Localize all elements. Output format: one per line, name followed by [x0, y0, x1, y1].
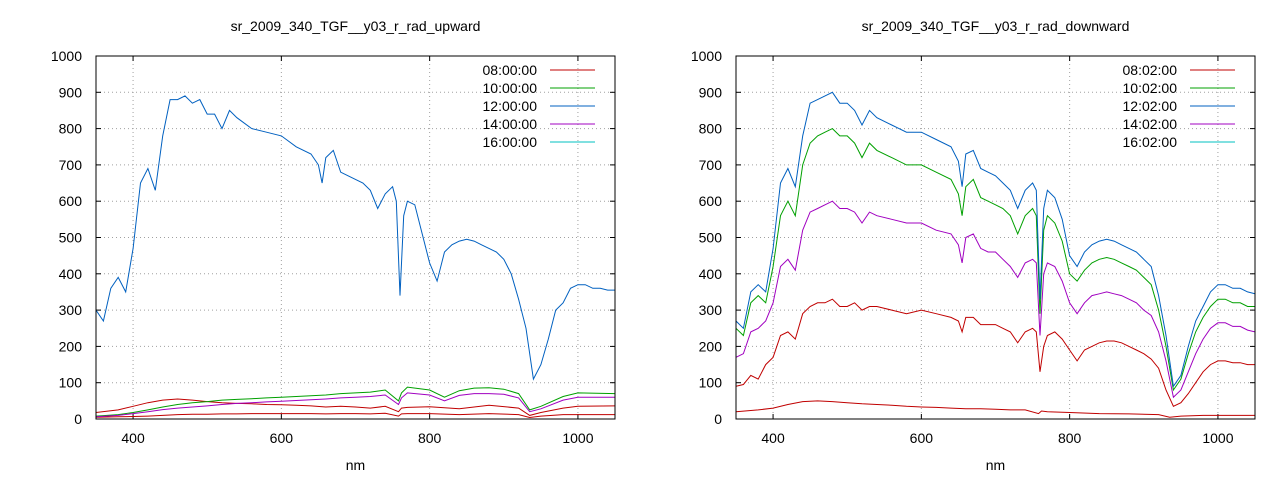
legend-label: 12:02:00: [1123, 98, 1178, 114]
legend-label: 08:02:00: [1123, 62, 1178, 78]
plot-frame: [735, 55, 1256, 420]
series-line-4: [736, 200, 1255, 399]
y-tick-label: 1000: [51, 48, 82, 64]
legend-label: 08:00:00: [483, 62, 538, 78]
y-tick-label: 400: [59, 266, 83, 282]
series-line-1: [96, 398, 615, 416]
y-tick-label: 300: [699, 302, 723, 318]
x-tick-label: 600: [270, 430, 294, 446]
y-tick-label: 300: [59, 302, 83, 318]
y-tick-label: 900: [59, 84, 83, 100]
legend-label: 14:00:00: [483, 116, 538, 132]
legend-label: 16:02:00: [1123, 134, 1178, 150]
legend-label: 10:02:00: [1123, 80, 1178, 96]
series-line-3: [96, 95, 615, 381]
y-tick-label: 800: [699, 121, 723, 137]
y-tick-label: 200: [699, 338, 723, 354]
y-tick-label: 1000: [691, 48, 722, 64]
x-tick-label: 400: [761, 430, 785, 446]
series-line-3: [736, 91, 1255, 388]
x-axis-label: nm: [986, 457, 1005, 473]
y-tick-label: 700: [699, 157, 723, 173]
y-tick-label: 700: [59, 157, 83, 173]
x-tick-label: 600: [910, 430, 934, 446]
series-line-0: [96, 412, 615, 419]
plot-frame: [95, 55, 616, 420]
legend-label: 12:00:00: [483, 98, 538, 114]
y-tick-label: 0: [74, 411, 82, 427]
series-line-0: [736, 400, 1255, 418]
x-tick-label: 1000: [1202, 430, 1233, 446]
x-tick-label: 800: [1058, 430, 1082, 446]
chart-panel-2: sr_2009_340_TGF__y03_r_rad_downward 0 100 2…: [691, 18, 1256, 473]
series-line-2: [96, 386, 615, 417]
y-tick-label: 200: [59, 338, 83, 354]
legend-label: 16:00:00: [483, 134, 538, 150]
y-tick-label: 500: [699, 230, 723, 246]
y-tick-label: 900: [699, 84, 723, 100]
series-line-2: [736, 127, 1255, 392]
chart-title: sr_2009_340_TGF__y03_r_rad_upward: [231, 18, 481, 34]
y-tick-label: 600: [59, 193, 83, 209]
x-tick-label: 800: [418, 430, 442, 446]
series-line-4: [96, 392, 615, 418]
x-tick-label: 1000: [562, 430, 593, 446]
y-tick-label: 500: [59, 230, 83, 246]
series-line-1: [736, 298, 1255, 407]
y-tick-label: 100: [699, 375, 723, 391]
legend-label: 14:02:00: [1123, 116, 1178, 132]
chart-title: sr_2009_340_TGF__y03_r_rad_downward: [862, 18, 1130, 34]
chart-panel-1: sr_2009_340_TGF__y03_r_rad_upward 0 100 200…: [51, 18, 616, 473]
y-tick-label: 800: [59, 121, 83, 137]
x-axis-label: nm: [346, 457, 365, 473]
x-tick-label: 400: [121, 430, 145, 446]
y-tick-label: 600: [699, 193, 723, 209]
y-tick-label: 100: [59, 375, 83, 391]
legend-label: 10:00:00: [483, 80, 538, 96]
y-tick-label: 400: [699, 266, 723, 282]
y-tick-label: 0: [714, 411, 722, 427]
